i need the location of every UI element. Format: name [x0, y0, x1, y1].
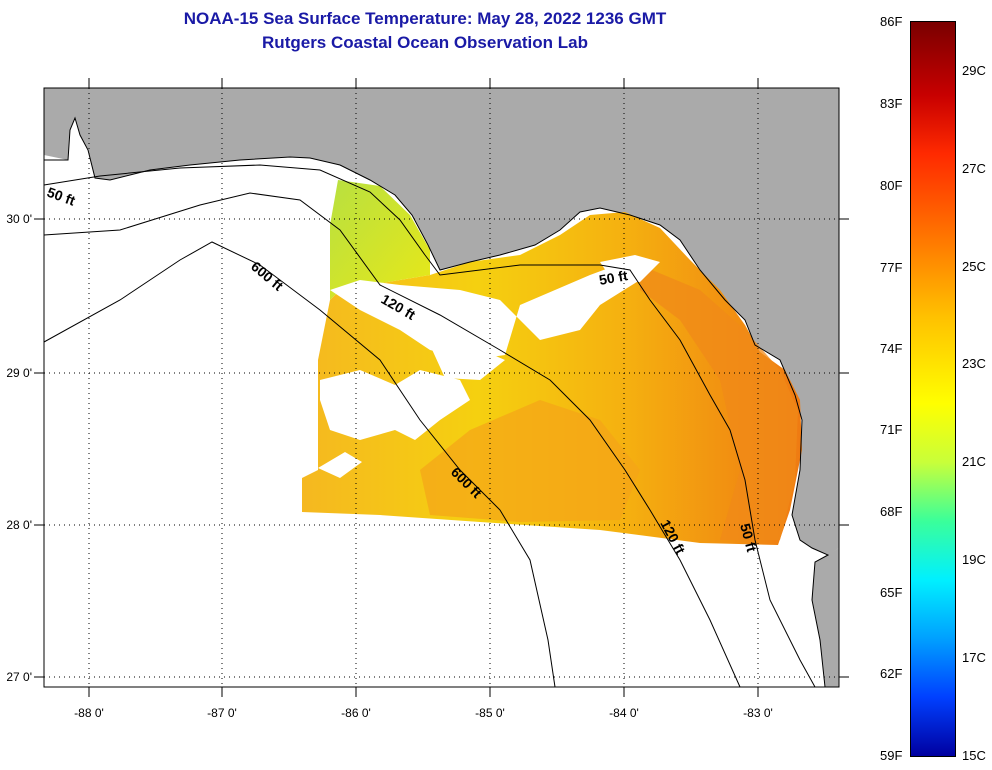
map-title: NOAA-15 Sea Surface Temperature: May 28,…	[183, 9, 667, 28]
colorbar-label-c: 29C	[962, 63, 986, 78]
colorbar-label-f: 62F	[880, 666, 903, 681]
contour-label: 50 ft	[737, 522, 760, 554]
colorbar-label-f: 74F	[880, 341, 903, 356]
sst-swath-north	[330, 180, 430, 300]
colorbar-label-f: 65F	[880, 585, 903, 600]
contour-600ft	[43, 241, 556, 688]
colorbar-label-c: 23C	[962, 356, 986, 371]
colorbar-label-c: 17C	[962, 650, 986, 665]
colorbar-label-f: 86F	[880, 14, 903, 29]
lon-label: -86 0'	[341, 706, 371, 720]
map-subtitle: Rutgers Coastal Ocean Observation Lab	[262, 33, 588, 52]
lon-label: -88 0'	[74, 706, 104, 720]
lat-label: 28 0'	[6, 518, 32, 532]
colorbar-label-f: 59F	[880, 748, 903, 763]
land	[44, 88, 839, 555]
land-south-florida	[812, 548, 839, 687]
sst-warm-south	[420, 400, 640, 522]
map-border	[43, 87, 840, 688]
contour-50ft	[43, 164, 816, 688]
colorbar-label-c: 15C	[962, 748, 986, 763]
colorbar-label-f: 68F	[880, 504, 903, 519]
lon-label: -83 0'	[743, 706, 773, 720]
sst-warm-core	[640, 265, 798, 540]
colorbar-label-f: 71F	[880, 422, 903, 437]
lon-label: -87 0'	[207, 706, 237, 720]
contour-120ft	[43, 192, 741, 688]
lat-label: 30 0'	[6, 212, 32, 226]
colorbar-label-f: 80F	[880, 178, 903, 193]
tick-marks	[34, 78, 849, 697]
colorbar-label-c: 27C	[962, 161, 986, 176]
coastline	[44, 116, 830, 688]
colorbar-label-c: 21C	[962, 454, 986, 469]
lat-label: 29 0'	[6, 366, 32, 380]
contour-label: 50 ft	[598, 267, 629, 288]
colorbar-label-c: 25C	[962, 259, 986, 274]
lat-label: 27 0'	[6, 670, 32, 684]
colorbar-label-f: 83F	[880, 96, 903, 111]
colorbar-label-c: 19C	[962, 552, 986, 567]
temperature-colorbar	[910, 21, 956, 757]
lon-label: -85 0'	[475, 706, 505, 720]
lon-label: -84 0'	[609, 706, 639, 720]
colorbar-label-f: 77F	[880, 260, 903, 275]
cloud-mask	[318, 255, 660, 478]
